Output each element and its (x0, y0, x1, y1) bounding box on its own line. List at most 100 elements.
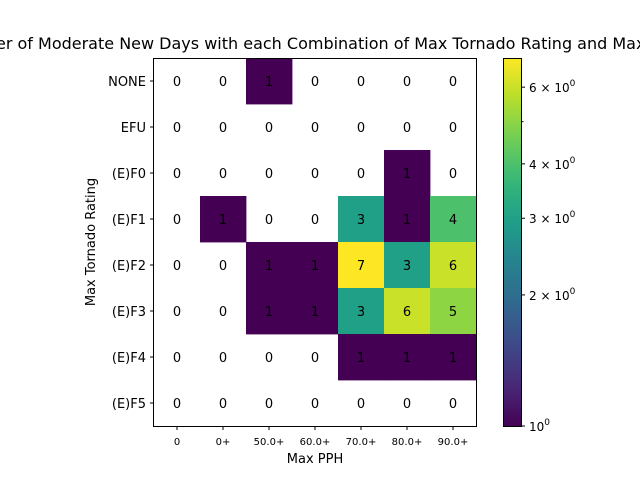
colorbar-tick-exponent: 0 (570, 79, 576, 89)
heatmap-cell (430, 288, 477, 335)
heatmap-cell (338, 334, 385, 381)
cell-value-label: 0 (357, 397, 365, 412)
colorbar-tick-label: 6 × 100 (529, 79, 576, 95)
colorbar-tick-label: 2 × 100 (529, 287, 576, 303)
cell-value-label: 0 (403, 121, 411, 136)
cell-value-label: 6 (449, 259, 457, 274)
colorbar-tick-exponent: 0 (570, 210, 576, 220)
cell-value-label: 1 (311, 259, 319, 274)
cell-value-label: 0 (265, 213, 273, 228)
y-tick-label: (E)F4 (112, 351, 146, 366)
heatmap-cell (246, 242, 293, 289)
heatmap-cells (200, 58, 477, 381)
heatmap-cell (292, 242, 339, 289)
heatmap-cell (246, 58, 293, 105)
cell-value-label: 0 (357, 167, 365, 182)
x-axis-label: Max PPH (287, 452, 343, 467)
cell-value-label: 0 (219, 351, 227, 366)
cell-value-label: 1 (219, 213, 227, 228)
heatmap-cell (430, 242, 477, 289)
colorbar-tick-mantissa: 6 × 10 (529, 81, 570, 95)
cell-value-labels: 0 0 1 0 0 0 00 0 0 0 0 0 00 0 0 0 0 1 00 1 0 0 3 1 40 0 1 1 7 3 60 0 1 1 3… (173, 75, 457, 412)
cell-value-label: 0 (449, 397, 457, 412)
heatmap-cell (430, 196, 477, 243)
cell-value-label: 0 (173, 213, 181, 228)
cell-value-label: 3 (357, 305, 365, 320)
cell-value-label: 0 (219, 305, 227, 320)
cell-value-label: 0 (173, 305, 181, 320)
cell-value-label: 1 (403, 213, 411, 228)
colorbar-tick-label: 4 × 100 (529, 156, 576, 172)
cell-value-label: 1 (403, 351, 411, 366)
colorbar-tick-label: 3 × 100 (529, 210, 576, 226)
colorbar-tick-mantissa: 10 (529, 420, 544, 434)
x-tick-label: 0+ (216, 437, 231, 448)
x-tick-label: 0 (174, 437, 180, 448)
heatmap-cell (384, 196, 431, 243)
cell-value-label: 0 (311, 167, 319, 182)
cell-value-label: 0 (219, 259, 227, 274)
heatmap-cell (338, 242, 385, 289)
heatmap-cell (430, 334, 477, 381)
cell-value-label: 1 (311, 305, 319, 320)
cell-value-label: 0 (173, 167, 181, 182)
heatmap-cell (292, 288, 339, 335)
colorbar-tick-mantissa: 3 × 10 (529, 212, 570, 226)
cell-value-label: 0 (219, 397, 227, 412)
cell-value-label: 0 (265, 167, 273, 182)
heatmap-cell (338, 196, 385, 243)
y-tick-label: (E)F5 (112, 397, 146, 412)
cell-value-label: 7 (357, 259, 365, 274)
heatmap-cell (384, 288, 431, 335)
y-axis: NONE EFU (E)F0 (E)F1 (E)F2 (E)F3 (E)F4 (E)F5 (108, 75, 154, 412)
cell-value-label: 0 (311, 121, 319, 136)
colorbar-frame (503, 58, 522, 427)
cell-value-label: 4 (449, 213, 457, 228)
cell-value-label: 0 (219, 167, 227, 182)
cell-value-label: 1 (265, 305, 273, 320)
cell-value-label: 0 (173, 259, 181, 274)
cell-value-label: 0 (449, 167, 457, 182)
heatmap-cell (338, 288, 385, 335)
cell-value-label: 5 (449, 305, 457, 320)
x-tick-label: 70.0+ (346, 437, 377, 448)
x-tick-label: 60.0+ (300, 437, 331, 448)
cell-value-label: 0 (265, 351, 273, 366)
heatmap-cell (200, 196, 247, 243)
cell-value-label: 1 (265, 259, 273, 274)
x-tick-label: 90.0+ (438, 437, 469, 448)
cell-value-label: 0 (357, 75, 365, 90)
cell-value-label: 3 (357, 213, 365, 228)
cell-value-label: 6 (403, 305, 411, 320)
cell-value-label: 0 (311, 351, 319, 366)
y-tick-label: (E)F0 (112, 167, 146, 182)
cell-value-label: 1 (357, 351, 365, 366)
colorbar-tick-exponent: 0 (544, 418, 550, 428)
cell-value-label: 0 (403, 397, 411, 412)
y-tick-label: (E)F3 (112, 305, 146, 320)
cell-value-label: 0 (311, 397, 319, 412)
cell-value-label: 3 (403, 259, 411, 274)
cell-value-label: 1 (403, 167, 411, 182)
x-tick-label: 80.0+ (392, 437, 423, 448)
cell-value-label: 1 (265, 75, 273, 90)
cell-value-label: 0 (449, 75, 457, 90)
colorbar-tick-mantissa: 4 × 10 (529, 158, 570, 172)
cell-value-label: 0 (403, 75, 411, 90)
cell-value-label: 0 (265, 397, 273, 412)
y-tick-label: (E)F1 (112, 213, 146, 228)
y-tick-label: EFU (121, 121, 146, 136)
cell-value-label: 0 (311, 75, 319, 90)
colorbar-tick-label: 100 (529, 418, 550, 434)
heatmap-cell (246, 288, 293, 335)
heatmap-cell (384, 334, 431, 381)
y-tick-label: NONE (108, 75, 146, 90)
cell-value-label: 0 (311, 213, 319, 228)
y-tick-label: (E)F2 (112, 259, 146, 274)
cell-value-label: 0 (449, 121, 457, 136)
colorbar-tick-mantissa: 2 × 10 (529, 289, 570, 303)
x-axis: 0 0+ 50.0+ 60.0+ 70.0+ 80.0+ 90.0+ (174, 426, 469, 448)
colorbar-tick-exponent: 0 (570, 287, 576, 297)
